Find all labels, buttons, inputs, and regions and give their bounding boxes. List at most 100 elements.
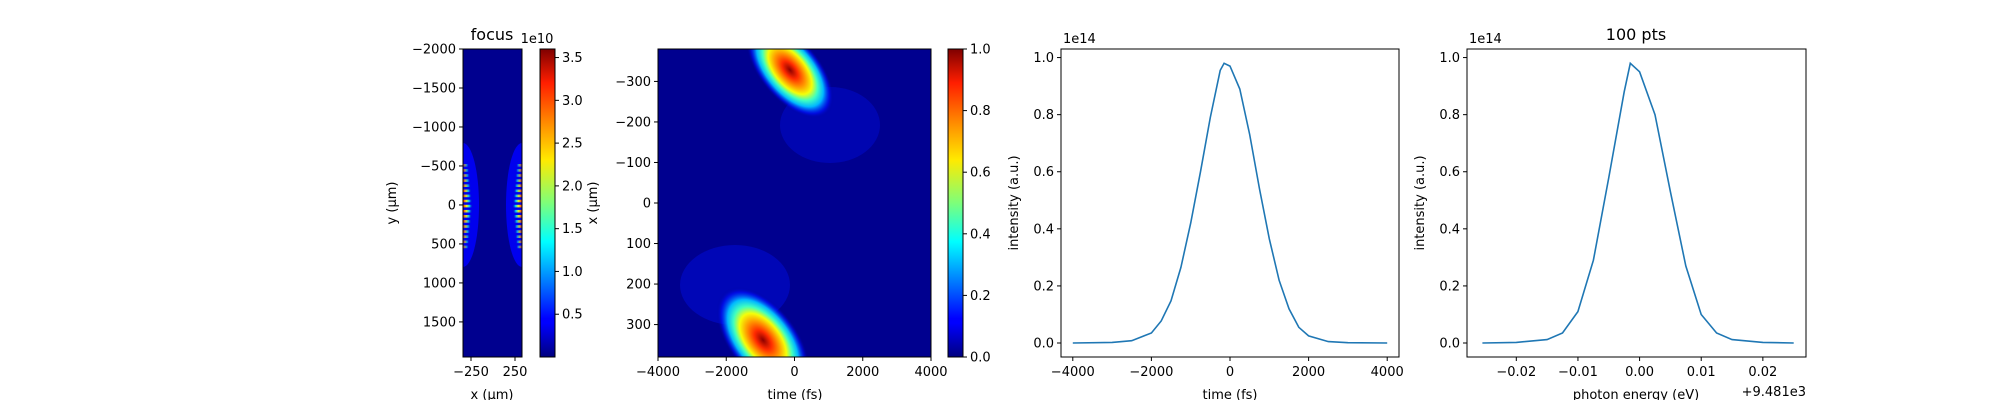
y-tick-label: 0.0 — [1033, 337, 1054, 352]
y-tick-label: 0.4 — [1439, 222, 1460, 237]
time-line-panel: 0.0 0.2 0.4 0.6 0.8 1.0 −4000 −2000 0 2000 4000 1… — [1007, 32, 1404, 400]
focus-fringe-right — [516, 245, 522, 249]
y-tick-label: 0 — [448, 198, 456, 213]
focus-x-axis: −250 250 — [453, 357, 527, 380]
focus-y-axis: −2000 −1500 −1000 −500 0 500 1000 1500 — [412, 43, 463, 330]
time-heatmap-x-label: time (fs) — [768, 388, 823, 400]
x-tick-label: −2000 — [704, 365, 748, 380]
focus-fringe-right — [514, 230, 522, 233]
energy-line-x-axis: −0.02 −0.01 0.00 0.01 0.02 — [1496, 357, 1777, 380]
focus-title: focus — [471, 25, 514, 44]
focus-colorbar-ticks: 0.5 1.0 1.5 2.0 2.5 3.0 3.5 — [555, 51, 583, 323]
y-tick-label: −1500 — [412, 81, 456, 96]
focus-fringe-left — [463, 204, 473, 208]
focus-fringe-left — [463, 194, 472, 198]
x-tick-label: 0.00 — [1625, 365, 1654, 380]
time-line-offset: 1e14 — [1063, 32, 1096, 47]
x-tick-label: 250 — [503, 365, 528, 380]
y-tick-label: −200 — [615, 115, 651, 130]
x-tick-label: −4000 — [636, 365, 680, 380]
focus-fringe-right — [513, 220, 522, 223]
focus-fringe-right — [515, 169, 522, 172]
colorbar-tick-label: 0.6 — [970, 166, 991, 181]
x-tick-label: 4000 — [1371, 365, 1404, 380]
time-heatmap-colorbar — [948, 49, 963, 357]
focus-fringe-right — [516, 164, 522, 167]
focus-fringe-right — [514, 225, 522, 228]
x-tick-label: 0 — [790, 365, 798, 380]
focus-colorbar-offset: 1e10 — [521, 32, 554, 47]
focus-image — [463, 49, 522, 357]
colorbar-tick-label: 0.0 — [970, 351, 991, 366]
y-tick-label: 0.6 — [1439, 165, 1460, 180]
energy-intensity-series — [1482, 61, 1794, 344]
energy-line-frame — [1466, 48, 1807, 358]
focus-fringe-left — [463, 225, 471, 228]
focus-fringe-right — [513, 194, 522, 198]
time-heatmap-y-axis: −300 −200 −100 0 100 200 300 — [615, 75, 658, 333]
time-heatmap-y-label: x (µm) — [586, 182, 601, 225]
focus-axes-frame — [462, 48, 523, 358]
colorbar-tick-label: 1.5 — [562, 222, 583, 237]
focus-fringe-left — [463, 245, 469, 249]
time-line-x-label: time (fs) — [1203, 388, 1258, 400]
focus-fringe-right — [514, 184, 522, 187]
focus-fringe-left — [463, 220, 472, 223]
energy-line-offset: 1e14 — [1469, 32, 1502, 47]
colorbar-tick-label: 2.0 — [562, 179, 583, 194]
focus-fringe-left — [463, 174, 470, 177]
focus-fringe-left — [463, 164, 469, 167]
x-tick-label: 2000 — [1292, 365, 1325, 380]
y-tick-label: −100 — [615, 156, 651, 171]
energy-line-title: 100 pts — [1606, 25, 1666, 44]
colorbar-tick-label: 3.0 — [562, 94, 583, 109]
colorbar-tick-label: 1.0 — [970, 43, 991, 58]
focus-fringe-right — [514, 179, 522, 182]
x-tick-label: 0 — [1226, 365, 1234, 380]
y-tick-label: 0.8 — [1439, 108, 1460, 123]
time-heatmap-image — [658, 49, 931, 357]
focus-fringe-right — [515, 240, 522, 244]
time-line-y-axis: 0.0 0.2 0.4 0.6 0.8 1.0 — [1033, 51, 1061, 352]
x-tick-label: −250 — [453, 365, 489, 380]
y-tick-label: 500 — [431, 237, 456, 252]
time-line-frame — [1060, 48, 1400, 358]
y-tick-label: 1.0 — [1033, 51, 1054, 66]
focus-fringe-right — [513, 189, 522, 193]
y-tick-label: 0.4 — [1033, 222, 1054, 237]
x-tick-label: 4000 — [914, 365, 947, 380]
colorbar-tick-label: 0.8 — [970, 104, 991, 119]
focus-fringe-left — [463, 230, 471, 233]
y-tick-label: 0 — [643, 197, 651, 212]
time-line-x-axis: −4000 −2000 0 2000 4000 — [1051, 357, 1404, 380]
x-tick-label: −4000 — [1051, 365, 1095, 380]
time-intensity-series — [1072, 62, 1388, 344]
y-tick-label: 0.8 — [1033, 108, 1054, 123]
colorbar-tick-label: 0.4 — [970, 227, 991, 242]
energy-line-y-axis: 0.0 0.2 0.4 0.6 0.8 1.0 — [1439, 51, 1467, 352]
upper-pulse-blob — [746, 49, 834, 119]
y-tick-label: −300 — [615, 75, 651, 90]
time-heatmap-panel: −300 −200 −100 0 100 200 300 −4000 −2000 0 2000 40… — [586, 43, 991, 400]
colorbar-tick-label: 3.5 — [562, 51, 583, 66]
x-tick-label: −0.02 — [1496, 365, 1536, 380]
focus-fringe-left — [463, 235, 470, 238]
x-tick-label: 0.01 — [1687, 365, 1716, 380]
focus-fringe-right — [512, 199, 522, 203]
time-heatmap-x-axis: −4000 −2000 0 2000 4000 — [636, 357, 948, 380]
colorbar-tick-label: 1.0 — [562, 265, 583, 280]
colorbar-tick-label: 2.5 — [562, 137, 583, 152]
y-tick-label: 1500 — [423, 315, 456, 330]
focus-fringe-left — [463, 240, 470, 244]
y-tick-label: 1.0 — [1439, 51, 1460, 66]
energy-line-y-label: intensity (a.u.) — [1413, 155, 1428, 250]
y-tick-label: −2000 — [412, 43, 456, 58]
x-tick-label: 0.02 — [1748, 365, 1777, 380]
x-tick-label: −2000 — [1129, 365, 1173, 380]
focus-fringe-left — [463, 179, 471, 182]
x-tick-label: 2000 — [846, 365, 879, 380]
colorbar-tick-label: 0.5 — [562, 308, 583, 323]
y-tick-label: −1000 — [412, 120, 456, 135]
focus-x-label: x (µm) — [471, 388, 514, 400]
